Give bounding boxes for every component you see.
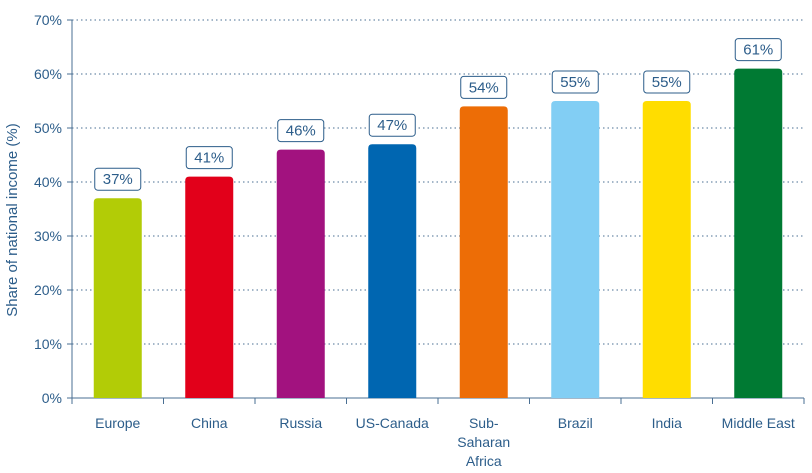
data-label: 37% [103,171,133,188]
bar [93,198,142,398]
bar [185,176,234,398]
data-label: 47% [377,117,407,134]
y-tick-label: 60% [34,66,62,82]
y-axis-ticks: 0% 10% 20% 30% 40% 50% 60% 70% [34,12,73,406]
x-category-label: India [652,415,683,431]
data-label: 54% [469,79,499,96]
gridlines [72,19,804,399]
x-category-label: US-Canada [356,415,429,431]
y-tick-label: 0% [42,390,62,406]
y-axis-label: Share of national income (%) [4,123,21,316]
data-label: 55% [652,74,682,91]
bar [551,101,600,398]
data-label-box [94,167,142,191]
y-tick-label: 70% [34,12,62,28]
bar [368,144,417,398]
data-label-box [277,119,325,143]
data-label-box [643,70,691,94]
data-label-box [368,113,416,137]
y-tick-label: 40% [34,174,62,190]
x-axis-categories: Europe China Russia US-Canada Sub-Saharan Afr… [71,398,805,469]
x-category-label: Middle East [722,415,795,431]
bar [459,106,508,399]
y-tick-label: 10% [34,336,62,352]
data-label: 41% [194,150,224,167]
x-category-label: China [191,415,228,431]
data-label-box [734,38,782,62]
x-category-label: Russia [279,415,322,431]
y-tick-label: 50% [34,120,62,136]
y-tick-label: 20% [34,282,62,298]
data-label: 61% [743,42,773,59]
bars [93,68,783,399]
x-category-label: Europe [95,415,140,431]
data-label-box [185,146,233,170]
data-label-box [460,75,508,99]
y-tick-label: 30% [34,228,62,244]
data-label: 55% [560,74,590,91]
data-label: 46% [286,123,316,140]
bar [642,101,691,398]
x-category-label: Brazil [558,415,593,431]
bar [276,149,325,398]
x-category-label: Sub-Saharan Africa [457,415,510,469]
bar [734,68,783,398]
data-label-box [551,70,599,94]
data-labels: 37% 41% 46% 47% 54% 55% 55% 61% [94,38,782,191]
